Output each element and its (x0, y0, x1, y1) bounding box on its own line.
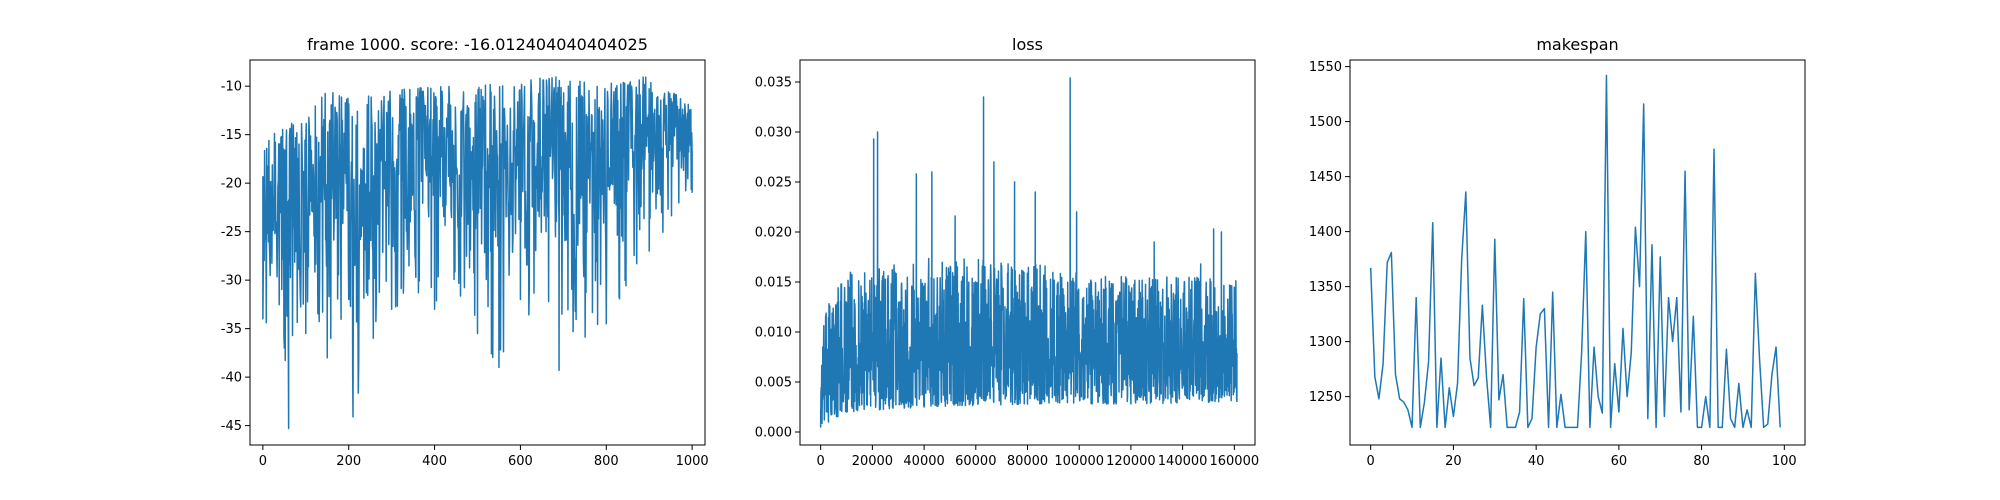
loss-y-tick-label: 0.030 (755, 126, 792, 141)
loss-x-tick-label: 60000 (955, 454, 996, 469)
loss-y-tick-label: 0.010 (755, 326, 792, 341)
loss-x-tick-label: 160000 (1209, 454, 1259, 469)
score-chart: frame 1000. score: -16.012404040404025 0… (221, 35, 709, 469)
loss-x-tick-label: 20000 (852, 454, 893, 469)
makespan-y-tick-label: 1550 (1309, 60, 1342, 75)
loss-series-line (819, 77, 1238, 428)
loss-y-tick-label: 0.035 (755, 76, 792, 91)
makespan-y-tick-label: 1400 (1309, 225, 1342, 240)
makespan-series-line (1369, 74, 1781, 429)
score-y-tick-label: -30 (221, 274, 242, 289)
score-y-tick-label: -10 (221, 80, 242, 95)
makespan-x-tick-label: 40 (1528, 454, 1545, 469)
score-y-tick-label: -25 (221, 225, 242, 240)
score-x-tick-label: 400 (422, 454, 447, 469)
score-chart-title: frame 1000. score: -16.012404040404025 (307, 35, 648, 54)
score-y-tick-label: -45 (221, 419, 242, 434)
makespan-y-tick-label: 1500 (1309, 115, 1342, 130)
makespan-x-tick-label: 80 (1693, 454, 1710, 469)
loss-x-tick-label: 80000 (1007, 454, 1048, 469)
makespan-y-tick-label: 1450 (1309, 170, 1342, 185)
loss-y-tick-label: 0.015 (755, 276, 792, 291)
makespan-x-tick-label: 20 (1445, 454, 1462, 469)
loss-y-tick-label: 0.025 (755, 176, 792, 191)
loss-x-tick-label: 100000 (1054, 454, 1104, 469)
score-plot-frame (249, 59, 706, 446)
makespan-x-tick-label: 100 (1772, 454, 1797, 469)
score-x-tick-label: 1000 (676, 454, 709, 469)
score-x-tick-label: 800 (594, 454, 619, 469)
score-x-tick-label: 0 (259, 454, 267, 469)
makespan-x-tick-label: 0 (1367, 454, 1375, 469)
makespan-chart: makespan 0 20 40 60 80 100 1250 1300 1350 1400 145… (1309, 35, 1806, 469)
loss-chart-title: loss (1012, 35, 1043, 54)
makespan-plot-frame (1349, 59, 1806, 446)
loss-y-tick-label: 0.005 (755, 376, 792, 391)
score-y-tick-label: -15 (221, 128, 242, 143)
makespan-y-tick-label: 1250 (1309, 390, 1342, 405)
makespan-y-tick-label: 1350 (1309, 280, 1342, 295)
score-y-tick-label: -20 (221, 177, 242, 192)
loss-x-tick-label: 0 (817, 454, 825, 469)
loss-chart: loss 0 20000 40000 60000 80000 100000 120000 14… (755, 35, 1259, 469)
score-x-tick-label: 600 (508, 454, 533, 469)
loss-x-tick-label: 40000 (903, 454, 944, 469)
score-y-tick-label: -35 (221, 322, 242, 337)
makespan-chart-title: makespan (1536, 35, 1618, 54)
loss-y-tick-label: 0.020 (755, 226, 792, 241)
loss-x-tick-label: 140000 (1158, 454, 1208, 469)
score-series-line (262, 76, 693, 430)
makespan-x-tick-label: 60 (1611, 454, 1628, 469)
loss-x-tick-label: 120000 (1106, 454, 1156, 469)
loss-y-tick-label: 0.000 (755, 426, 792, 441)
score-x-tick-label: 200 (336, 454, 361, 469)
score-y-tick-label: -40 (221, 371, 242, 386)
makespan-y-tick-label: 1300 (1309, 335, 1342, 350)
